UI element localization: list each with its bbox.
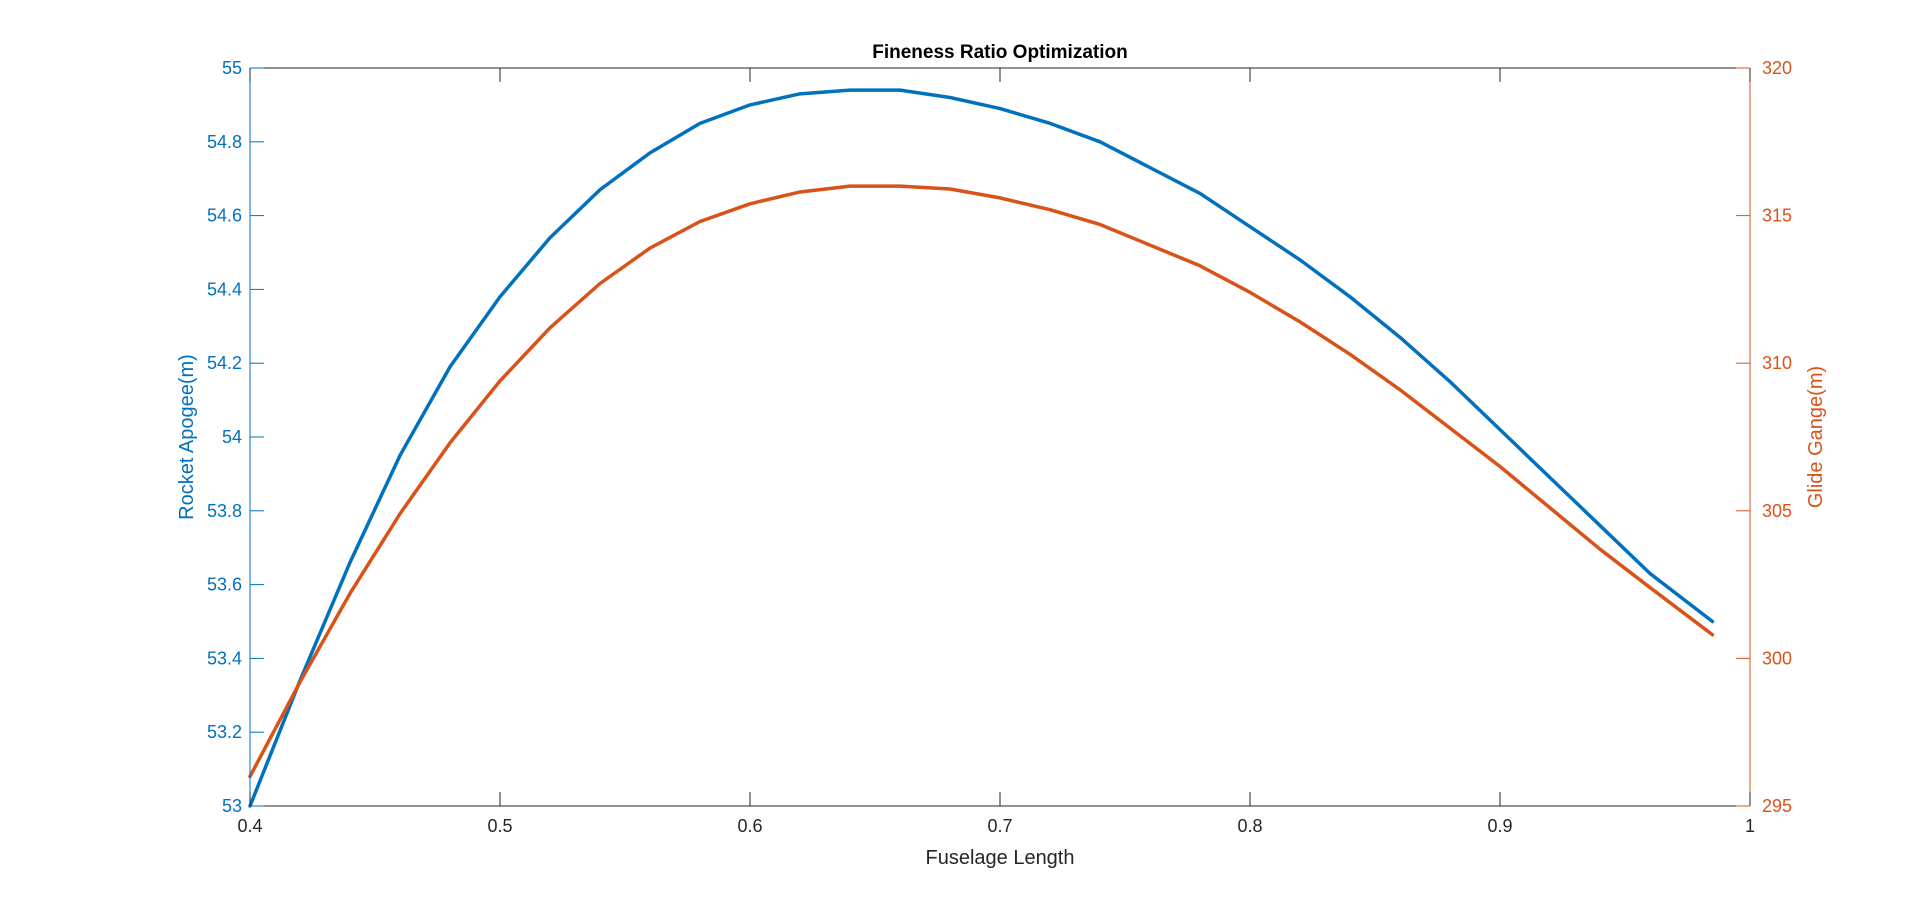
x-tick-label: 0.5 (487, 816, 512, 836)
left-y-tick-label: 54.6 (207, 206, 242, 226)
left-y-tick-label: 54.8 (207, 132, 242, 152)
left-y-tick-label: 53.4 (207, 648, 242, 668)
axes-layer: 0.4 0.5 0.6 0.7 0.8 0.9 1 53 53.2 53.4 53.6 53.8 54 5… (207, 58, 1792, 836)
x-tick-label: 1 (1745, 816, 1755, 836)
left-axis-label: Rocket Apogee(m) (176, 354, 198, 520)
rocket-apogee-series-line (248, 88, 1715, 808)
right-y-tick-label: 295 (1762, 796, 1792, 816)
x-tick-label: 0.8 (1237, 816, 1262, 836)
x-tick-label: 0.7 (987, 816, 1012, 836)
left-y-tick-label: 53.6 (207, 575, 242, 595)
left-y-tick-label: 54 (222, 427, 242, 447)
left-y-tick-label: 53 (222, 796, 242, 816)
x-tick-label: 0.9 (1487, 816, 1512, 836)
right-y-tick-label: 300 (1762, 648, 1792, 668)
right-y-tick-label: 320 (1762, 58, 1792, 78)
glide-range-series-line (248, 184, 1715, 779)
right-y-tick-label: 305 (1762, 501, 1792, 521)
x-axis-label: Fuselage Length (925, 847, 1074, 869)
right-y-tick-label: 315 (1762, 206, 1792, 226)
x-tick-label: 0.4 (237, 816, 262, 836)
left-y-tick-label: 54.4 (207, 279, 242, 299)
chart-title: Fineness Ratio Optimization (872, 42, 1127, 63)
left-y-tick-label: 53.2 (207, 722, 242, 742)
left-y-tick-label: 55 (222, 58, 242, 78)
right-y-tick-label: 310 (1762, 353, 1792, 373)
series-layer (248, 88, 1715, 808)
left-y-tick-label: 54.2 (207, 353, 242, 373)
plot-area (250, 68, 1750, 806)
right-axis-label: Glide Gange(m) (1805, 366, 1827, 508)
x-tick-label: 0.6 (737, 816, 762, 836)
left-y-tick-label: 53.8 (207, 501, 242, 521)
